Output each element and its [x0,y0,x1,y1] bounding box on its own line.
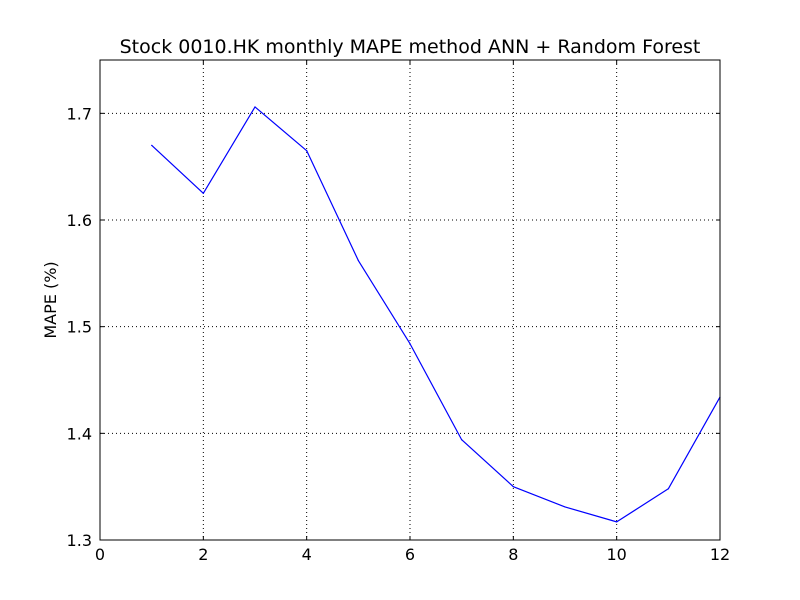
y-tick-label: 1.5 [67,318,92,337]
x-tick-label: 6 [405,545,415,564]
x-tick-label: 0 [95,545,105,564]
data-point [461,439,463,441]
data-point [254,106,256,108]
y-tick-label: 1.6 [67,211,92,230]
data-point [564,506,566,508]
data-point [616,521,618,523]
data-point [512,486,514,488]
x-tick-label: 2 [198,545,208,564]
y-axis-label: MAPE (%) [41,261,60,338]
grid-lines [100,60,720,540]
data-point [357,259,359,262]
x-tick-label: 4 [302,545,312,564]
chart-title: Stock 0010.HK monthly MAPE method ANN + … [120,36,701,58]
y-tick-label: 1.4 [67,424,92,443]
data-point [202,192,204,194]
x-tick-label: 8 [508,545,518,564]
axis-ticks: 0 2 4 6 8 10 12 1.3 1.4 1.5 1.6 1.7 [67,60,730,564]
x-tick-label: 12 [710,545,730,564]
series-line-1 [151,106,721,523]
x-tick-label: 10 [606,545,626,564]
data-point [151,144,153,146]
y-tick-label: 1.3 [67,531,92,550]
data-point [667,488,669,490]
data-point [306,150,308,152]
y-tick-label: 1.7 [67,104,92,123]
data-point [409,343,411,345]
series-layer [151,106,721,523]
